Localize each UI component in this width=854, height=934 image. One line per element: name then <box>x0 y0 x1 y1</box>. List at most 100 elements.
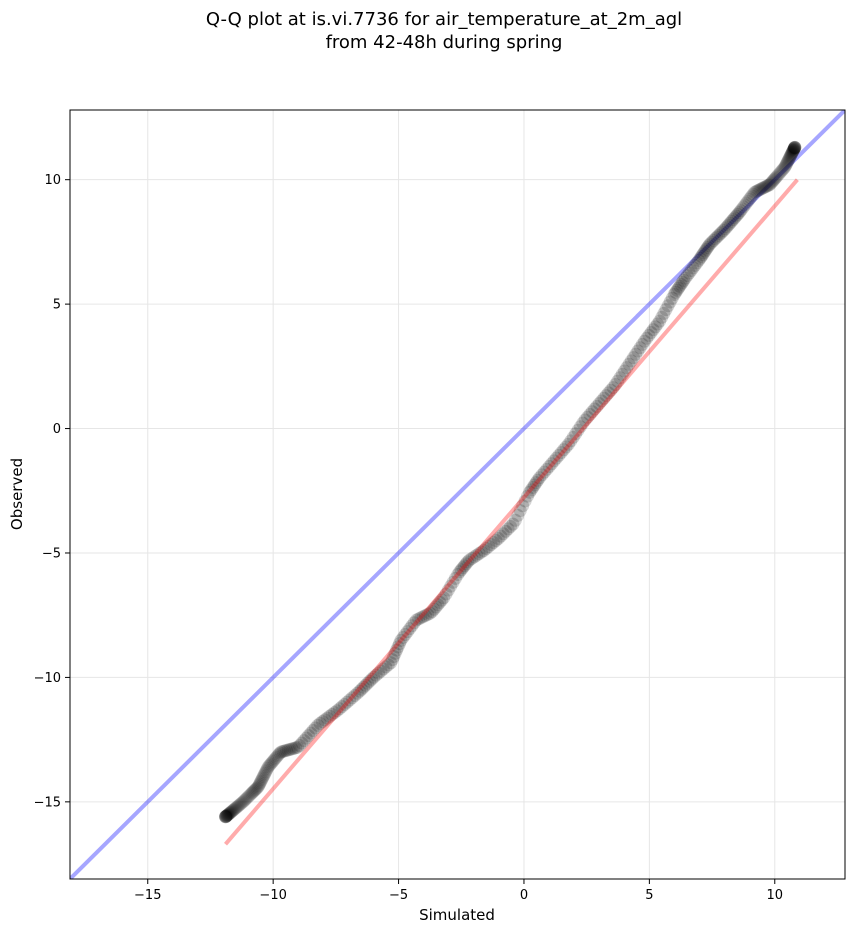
data-point <box>416 610 430 624</box>
data-point <box>747 185 761 199</box>
data-point <box>599 389 613 403</box>
data-point <box>400 625 414 639</box>
data-point <box>456 561 470 575</box>
data-point <box>786 143 800 157</box>
data-point <box>219 810 232 824</box>
data-point <box>222 807 236 821</box>
data-point <box>256 770 270 784</box>
data-point <box>745 189 759 203</box>
data-point <box>788 140 802 154</box>
data-point <box>306 724 320 738</box>
data-point <box>409 613 423 627</box>
y-tick-label: 10 <box>44 173 61 188</box>
data-point <box>248 783 262 797</box>
data-point <box>448 571 462 585</box>
data-point <box>392 637 406 651</box>
data-point <box>741 194 755 208</box>
data-point <box>219 809 233 823</box>
data-point <box>265 756 279 770</box>
data-point <box>295 736 309 750</box>
data-point <box>511 508 525 522</box>
data-point <box>219 810 233 824</box>
data-point <box>318 713 332 727</box>
data-point <box>590 399 604 413</box>
data-point <box>229 801 243 815</box>
data-point <box>559 440 573 454</box>
data-point <box>705 235 719 249</box>
data-point <box>642 328 656 342</box>
data-point <box>355 682 369 696</box>
x-axis-label: Simulated <box>419 906 495 924</box>
y-tick-label: 5 <box>53 298 61 313</box>
data-point <box>760 179 774 193</box>
data-point <box>615 367 629 381</box>
data-point <box>243 788 257 802</box>
data-point <box>531 473 545 487</box>
data-point <box>576 416 590 430</box>
data-point <box>219 810 233 824</box>
data-point <box>784 149 798 163</box>
data-point <box>335 700 349 714</box>
data-point <box>332 702 346 716</box>
data-point <box>223 806 237 820</box>
data-point <box>278 744 292 758</box>
data-point <box>260 761 274 775</box>
data-point <box>293 739 307 753</box>
data-point <box>663 295 677 309</box>
data-point <box>648 320 662 334</box>
data-point <box>260 763 274 777</box>
data-point <box>788 140 802 154</box>
data-point <box>453 565 467 579</box>
data-point <box>602 386 616 400</box>
data-point <box>501 522 515 536</box>
data-point <box>220 808 234 822</box>
data-point <box>529 476 543 490</box>
data-point <box>735 202 749 216</box>
data-point <box>267 753 281 767</box>
data-point <box>268 752 282 766</box>
data-point <box>785 146 799 160</box>
data-point <box>465 551 479 565</box>
data-point <box>635 337 649 351</box>
data-point <box>754 182 768 196</box>
data-point <box>235 795 249 809</box>
data-point <box>655 310 669 324</box>
data-point <box>761 179 775 193</box>
data-point <box>405 619 419 633</box>
data-point <box>739 196 753 210</box>
data-point <box>477 543 491 557</box>
data-point <box>644 326 658 340</box>
data-point <box>291 740 305 754</box>
data-point <box>340 695 354 709</box>
data-point <box>391 640 405 654</box>
data-point <box>244 787 258 801</box>
data-point <box>578 413 592 427</box>
data-point <box>764 176 778 190</box>
data-point <box>233 798 247 812</box>
data-point <box>633 341 647 355</box>
data-point <box>287 741 301 755</box>
x-tick-label: −10 <box>259 888 286 903</box>
data-point <box>688 258 702 272</box>
data-point <box>427 602 441 616</box>
data-point <box>696 248 710 262</box>
data-point <box>226 804 240 818</box>
data-point <box>788 140 802 154</box>
data-point <box>701 240 714 254</box>
data-point <box>762 178 776 192</box>
data-point <box>772 167 786 181</box>
data-point <box>743 191 757 205</box>
data-point <box>521 489 535 503</box>
data-point <box>489 533 503 547</box>
data-point <box>418 609 432 623</box>
data-point <box>372 666 386 680</box>
data-point <box>446 575 460 589</box>
data-point <box>353 684 367 698</box>
data-point <box>459 557 473 571</box>
data-point <box>315 715 329 729</box>
data-point <box>325 707 339 721</box>
data-point <box>274 745 288 759</box>
data-point <box>533 471 547 485</box>
data-point <box>728 211 742 225</box>
data-point <box>482 539 496 553</box>
